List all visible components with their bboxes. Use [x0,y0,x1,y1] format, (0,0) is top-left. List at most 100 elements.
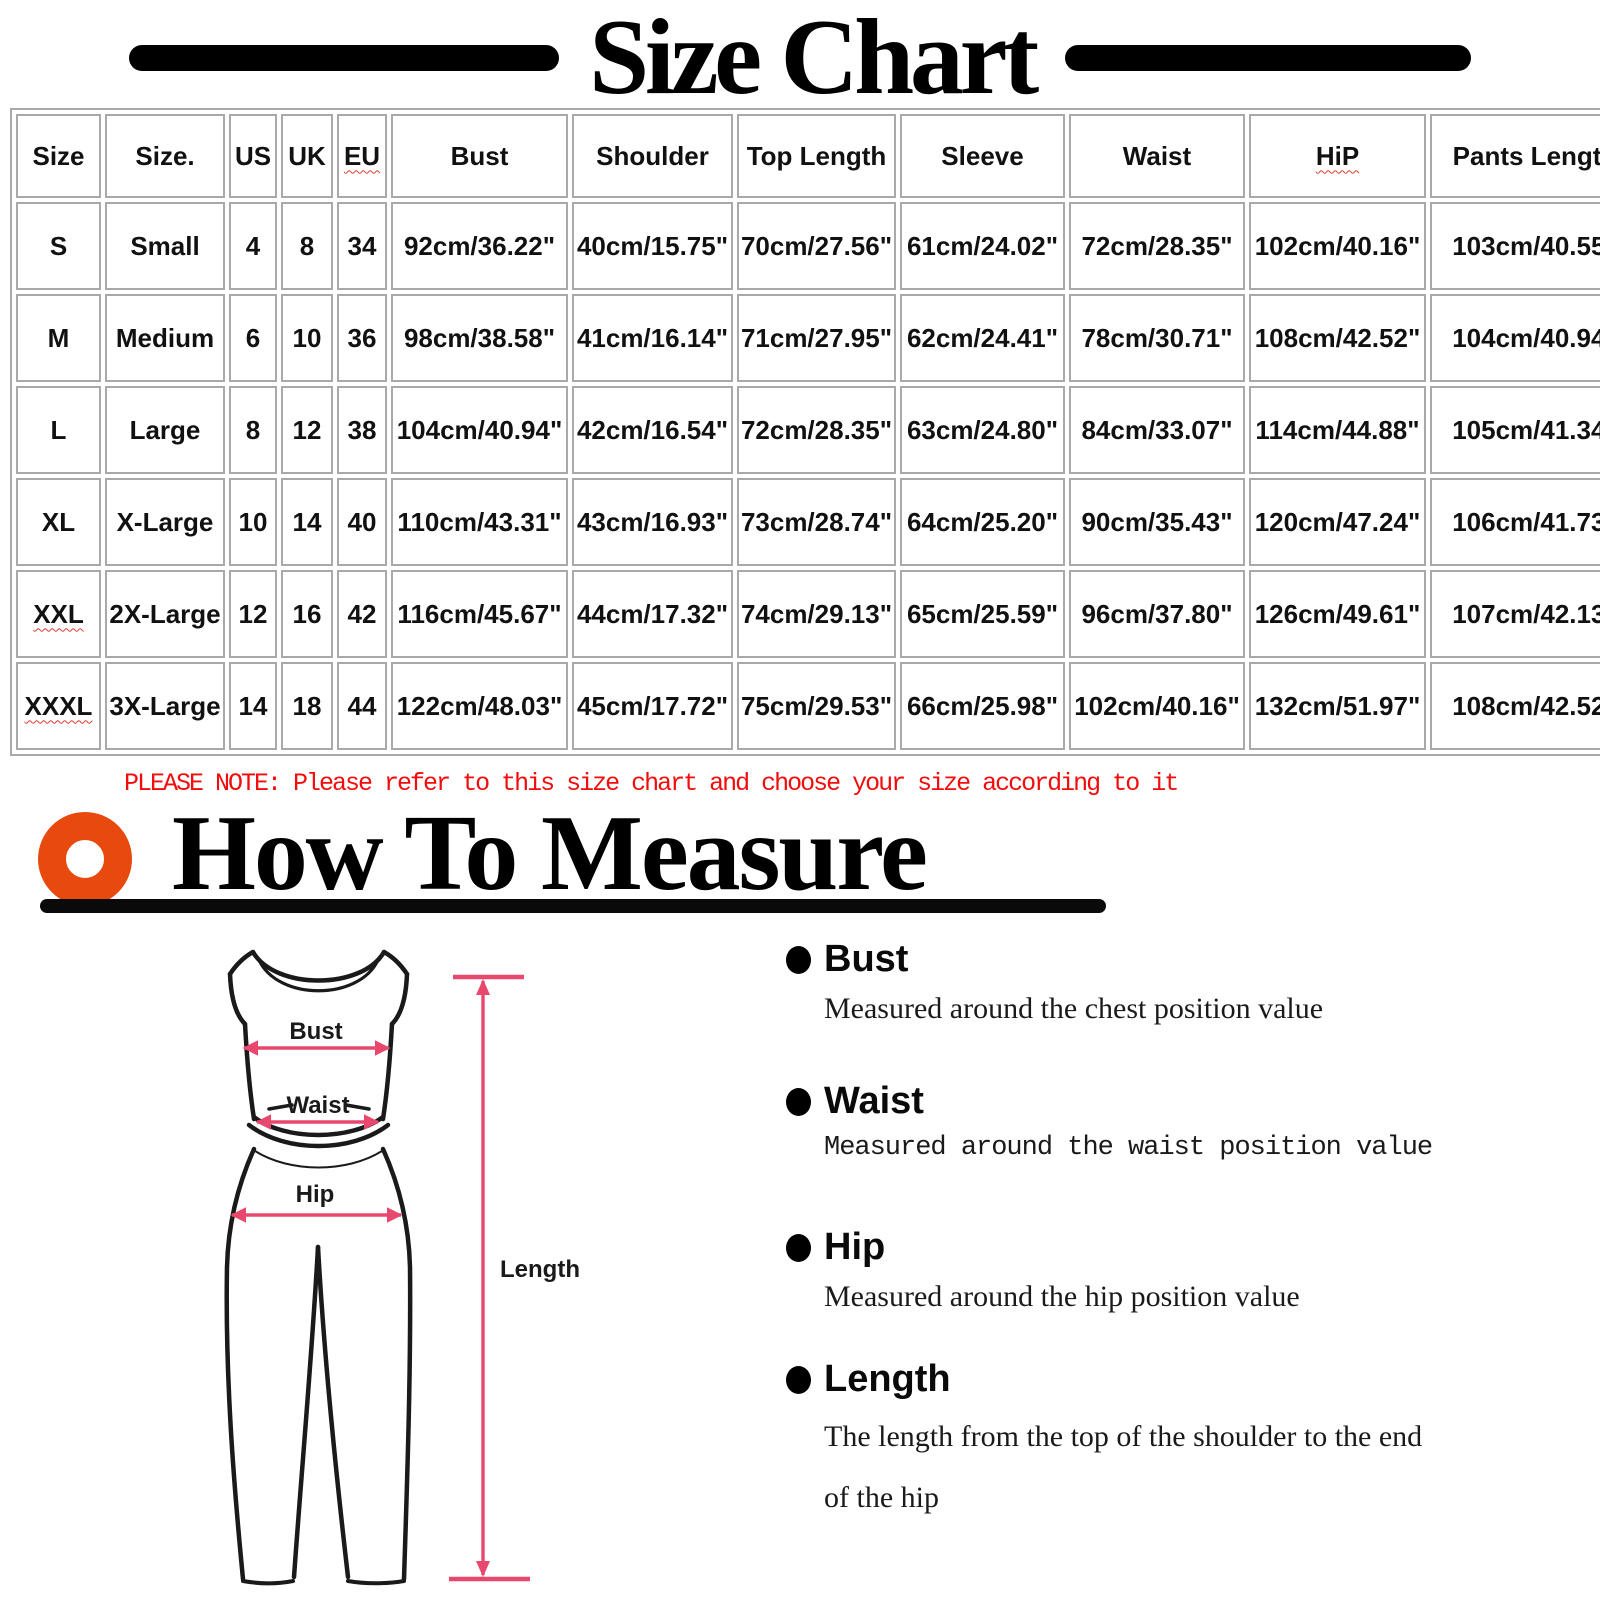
table-cell: 110cm/43.31" [391,478,568,566]
measure-item-waist: Waist Measured around the waist position… [770,1080,1570,1168]
table-cell: 120cm/47.24" [1249,478,1426,566]
table-cell: 104cm/40.94" [391,386,568,474]
shoulder-left [227,949,256,977]
table-cell: 70cm/27.56" [737,202,896,290]
table-cell: 12 [281,386,333,474]
bullet-icon [786,1088,811,1116]
col-header-size-name: Size. [105,114,225,198]
table-cell: 74cm/29.13" [737,570,896,658]
table-cell: 73cm/28.74" [737,478,896,566]
bullet-icon [786,946,811,974]
col-header-pants-length: Pants Length [1430,114,1600,198]
col-header-size: Size [16,114,101,198]
table-cell: XXL [16,570,101,658]
table-cell: 114cm/44.88" [1249,386,1426,474]
measure-item-desc: Measured around the waist position value [824,1132,1433,1163]
measure-item-label: Hip [824,1226,886,1268]
table-cell: 75cm/29.53" [737,662,896,750]
top-hem-upper [251,1114,386,1138]
table-cell: Small [105,202,225,290]
measure-item-desc: Measured around the chest position value [824,991,1324,1025]
measure-item-hip: Hip Measured around the hip position val… [770,1226,1570,1319]
table-cell: XXXL [16,662,101,750]
table-cell: 66cm/25.98" [900,662,1065,750]
measure-item-bust: Bust Measured around the chest position … [770,938,1570,1031]
page-title: Size Chart [589,0,1039,117]
table-cell: 63cm/24.80" [900,386,1065,474]
size-row-xl: XL X-Large 10 14 40 110cm/43.31" 43cm/16… [16,478,1600,566]
table-cell: 90cm/35.43" [1069,478,1245,566]
measure-item-length: Length The length from the top of the sh… [770,1358,1570,1529]
length-arrowhead-top [476,979,490,995]
col-header-eu: EU [337,114,387,198]
table-cell: X-Large [105,478,225,566]
table-cell: 36 [337,294,387,382]
col-header-waist: Waist [1069,114,1245,198]
shoulder-right [381,949,410,977]
table-cell: 18 [281,662,333,750]
size-row-l: L Large 8 12 38 104cm/40.94" 42cm/16.54"… [16,386,1600,474]
table-cell: 105cm/41.34" [1430,386,1600,474]
table-cell: S [16,202,101,290]
table-cell: Medium [105,294,225,382]
table-cell: 64cm/25.20" [900,478,1065,566]
size-note: PLEASE NOTE: Please refer to this size c… [124,769,1179,798]
table-cell: 14 [229,662,277,750]
col-header-uk: UK [281,114,333,198]
size-row-xxxl: XXXL 3X-Large 14 18 44 122cm/48.03" 45cm… [16,662,1600,750]
table-cell: 107cm/42.13" [1430,570,1600,658]
diagram-waist-label: Waist [286,1092,349,1119]
table-cell: 72cm/28.35" [737,386,896,474]
table-cell: 41cm/16.14" [572,294,733,382]
table-cell: 10 [229,478,277,566]
measure-diagram: Bust Waist Hip Length [224,949,580,1586]
table-cell: 61cm/24.02" [900,202,1065,290]
waist-dash-left [267,1103,294,1111]
table-cell: 78cm/30.71" [1069,294,1245,382]
title-rule-left [129,45,560,71]
diagram-length-label: Length [500,1256,580,1283]
col-header-bust: Bust [391,114,568,198]
bullet-icon [786,1366,811,1394]
size-row-xxl: XXL 2X-Large 12 16 42 116cm/45.67" 44cm/… [16,570,1600,658]
how-to-measure-underline [40,899,1106,913]
title-rule-right [1064,45,1471,71]
pants-waistband [254,1150,383,1169]
measure-item-desc: Measured around the hip position value [824,1279,1300,1313]
table-cell: M [16,294,101,382]
pants-inner-right [315,1244,351,1580]
table-cell: 38 [337,386,387,474]
measure-item-label: Waist [824,1080,924,1122]
pants-outer-left [224,1146,257,1582]
table-cell: 65cm/25.59" [900,570,1065,658]
length-arrowhead-bottom [476,1561,490,1577]
measure-item-label: Bust [824,938,909,980]
measure-item-label: Length [824,1358,951,1400]
neckline-outer [250,949,387,983]
col-header-shoulder: Shoulder [572,114,733,198]
table-cell: 116cm/45.67" [391,570,568,658]
col-header-top-length: Top Length [737,114,896,198]
table-cell: 98cm/38.58" [391,294,568,382]
table-cell: 62cm/24.41" [900,294,1065,382]
pants-hem-right [346,1579,406,1586]
table-cell: 2X-Large [105,570,225,658]
table-cell: 126cm/49.61" [1249,570,1426,658]
table-cell: 43cm/16.93" [572,478,733,566]
table-cell: 34 [337,202,387,290]
size-row-s: S Small 4 8 34 92cm/36.22" 40cm/15.75" 7… [16,202,1600,290]
measure-item-desc: The length from the top of the shoulder … [824,1419,1423,1515]
col-header-sleeve: Sleeve [900,114,1065,198]
orange-ring-icon [38,812,132,906]
side-seam-left [242,1021,257,1122]
table-cell: 4 [229,202,277,290]
table-cell: 102cm/40.16" [1249,202,1426,290]
table-cell: 132cm/51.97" [1249,662,1426,750]
table-cell: 16 [281,570,333,658]
table-cell: 72cm/28.35" [1069,202,1245,290]
table-cell: 6 [229,294,277,382]
size-table: Size Size. US UK EU Bust Shoulder Top Le… [10,108,1600,756]
table-cell: 108cm/42.52" [1249,294,1426,382]
table-cell: 42cm/16.54" [572,386,733,474]
